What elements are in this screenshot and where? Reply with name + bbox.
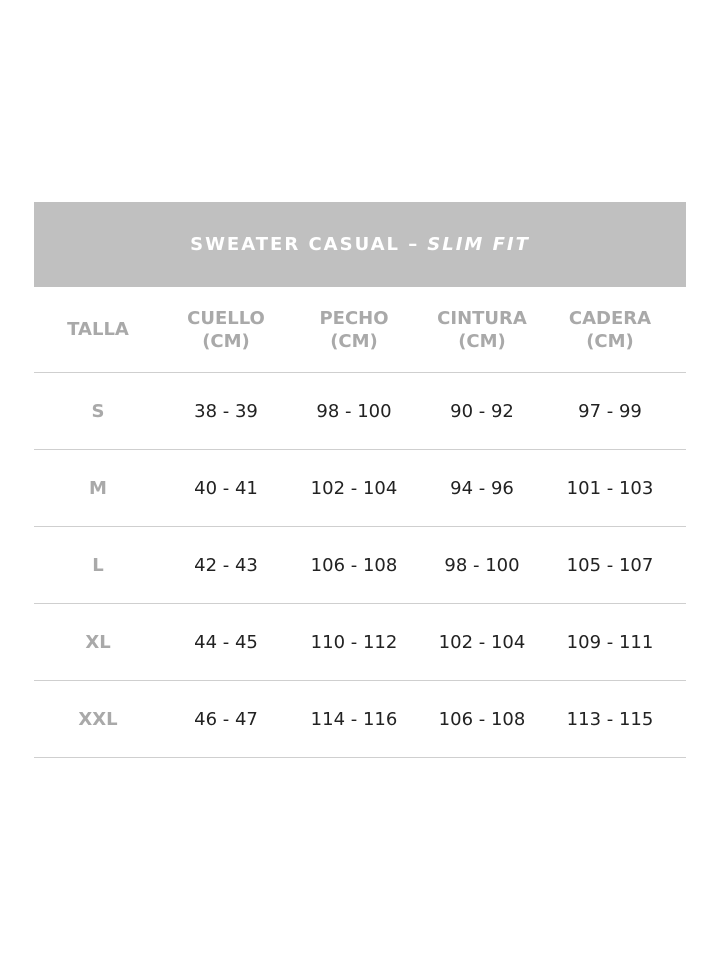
measurement-cell: 98 - 100	[444, 554, 520, 576]
measurement-cell: 102 - 104	[438, 631, 526, 653]
table-row: L 42 - 43 106 - 108 98 - 100 105 - 107	[34, 527, 686, 604]
column-header-label: TALLA	[67, 319, 129, 340]
table-row: S 38 - 39 98 - 100 90 - 92 97 - 99	[34, 373, 686, 450]
measurement-cell: 44 - 45	[194, 631, 258, 653]
table-row: M 40 - 41 102 - 104 94 - 96 101 - 103	[34, 450, 686, 527]
column-header-unit: (CM)	[202, 330, 250, 352]
measurement-cell: 102 - 104	[310, 477, 398, 499]
column-header-label: CUELLO	[187, 307, 265, 329]
measurement-cell: 110 - 112	[310, 631, 398, 653]
measurement-cell: 105 - 107	[566, 554, 654, 576]
size-cell: M	[89, 477, 107, 499]
measurement-cell: 97 - 99	[578, 400, 642, 422]
table-row: XL 44 - 45 110 - 112 102 - 104 109 - 111	[34, 604, 686, 681]
measurement-cell: 94 - 96	[450, 477, 514, 499]
size-chart: SWEATER CASUAL – SLIM FIT TALLA CUELLO (CM…	[34, 202, 686, 758]
column-header-label: CINTURA	[437, 307, 527, 329]
measurement-cell: 109 - 111	[566, 631, 654, 653]
column-header-unit: (CM)	[586, 330, 634, 352]
title-fit: SLIM FIT	[427, 234, 530, 255]
column-header-label: PECHO	[319, 307, 389, 329]
measurement-cell: 106 - 108	[438, 708, 526, 730]
measurement-cell: 101 - 103	[566, 477, 654, 499]
size-cell: S	[91, 400, 105, 422]
column-header-label: CADERA	[568, 307, 652, 329]
column-header: CUELLO (CM)	[162, 287, 290, 372]
measurement-cell: 46 - 47	[194, 708, 258, 730]
size-cell: L	[92, 554, 104, 576]
measurement-cell: 113 - 115	[566, 708, 654, 730]
size-cell: XL	[85, 631, 111, 653]
column-header-row: TALLA CUELLO (CM) PECHO (CM) CINTURA (CM) CADER…	[34, 287, 686, 373]
measurement-cell: 90 - 92	[450, 400, 514, 422]
column-header: CINTURA (CM)	[418, 287, 546, 372]
table-title: SWEATER CASUAL – SLIM FIT	[34, 202, 686, 287]
measurement-cell: 42 - 43	[194, 554, 258, 576]
column-header: PECHO (CM)	[290, 287, 418, 372]
title-main: SWEATER CASUAL –	[190, 234, 420, 255]
measurement-cell: 98 - 100	[316, 400, 392, 422]
measurement-cell: 40 - 41	[194, 477, 258, 499]
column-header: TALLA	[34, 287, 162, 372]
column-header: CADERA (CM)	[546, 287, 674, 372]
table-row: XXL 46 - 47 114 - 116 106 - 108 113 - 115	[34, 681, 686, 758]
size-cell: XXL	[78, 708, 118, 730]
measurement-cell: 106 - 108	[310, 554, 398, 576]
measurement-cell: 38 - 39	[194, 400, 258, 422]
column-header-unit: (CM)	[458, 330, 506, 352]
measurement-cell: 114 - 116	[310, 708, 398, 730]
column-header-unit: (CM)	[330, 330, 378, 352]
